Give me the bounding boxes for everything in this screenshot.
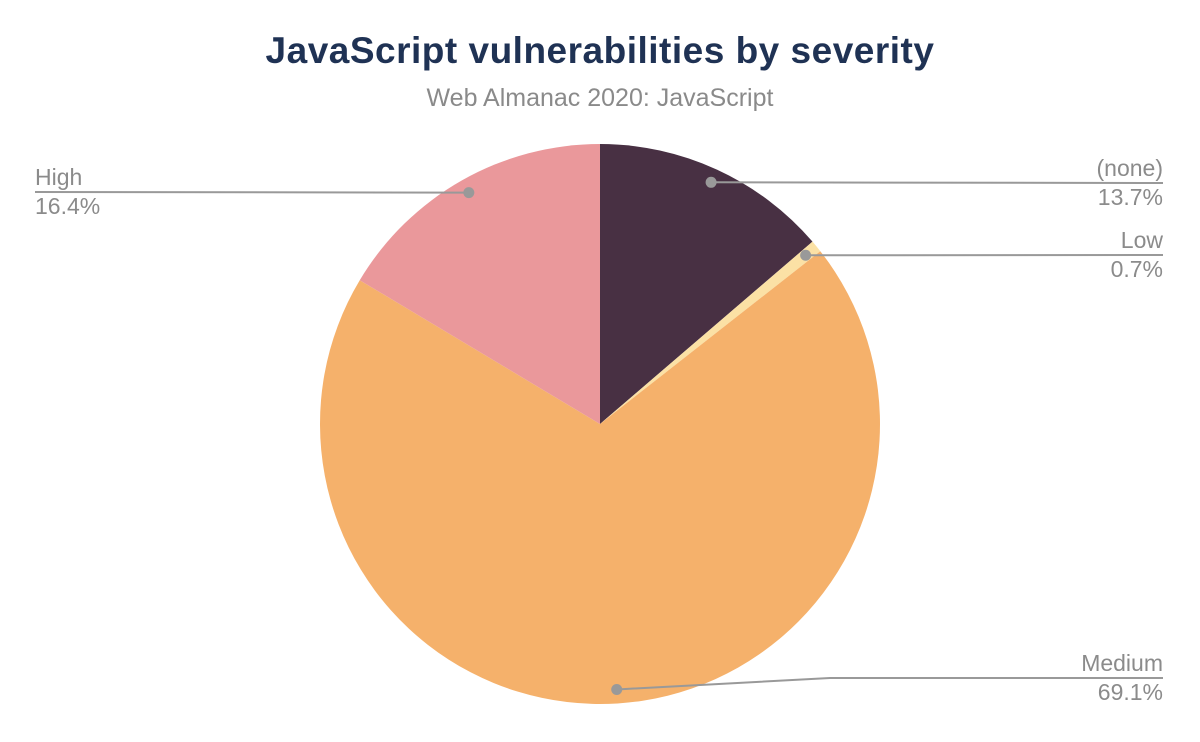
connector-dot-none: [705, 176, 717, 188]
pie-slice-high[interactable]: [359, 143, 600, 424]
slice-label-low-name: Low: [1120, 227, 1163, 253]
pie-slice-low[interactable]: [600, 241, 821, 424]
connector-dot-high: [463, 187, 475, 199]
chart-title: JavaScript vulnerabilities by severity: [265, 30, 935, 71]
slice-label-high-name: High: [35, 164, 83, 190]
slice-label-none-value: 13.7%: [1097, 184, 1163, 210]
chart-subtitle: Web Almanac 2020: JavaScript: [426, 84, 774, 112]
slice-label-medium: Medium 69.1%: [1081, 649, 1163, 707]
connector-dot-medium: [611, 683, 623, 695]
slice-label-low-value: 0.7%: [1110, 256, 1163, 282]
slice-label-none-name: (none): [1096, 155, 1163, 181]
leader-line-medium: [616, 677, 1163, 691]
slice-label-high-value: 16.4%: [35, 193, 101, 219]
slice-label-high: High 16.4%: [35, 163, 100, 221]
pie-slice-none[interactable]: [600, 144, 813, 424]
slice-label-medium-name: Medium: [1081, 650, 1163, 676]
slice-label-none: (none) 13.7%: [1097, 154, 1163, 212]
leader-line-high: [34, 191, 469, 194]
slice-label-low: Low 0.7%: [1111, 226, 1163, 284]
slice-label-medium-value: 69.1%: [1097, 679, 1163, 705]
pie-slice-medium[interactable]: [319, 251, 880, 704]
connector-dot-low: [800, 249, 812, 261]
leader-line-none: [711, 181, 1164, 184]
